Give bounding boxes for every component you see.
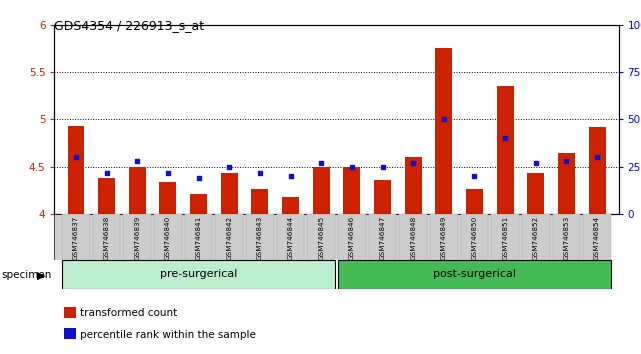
Text: GSM746837: GSM746837	[73, 216, 79, 260]
Text: GSM746843: GSM746843	[257, 216, 263, 260]
Text: GSM746847: GSM746847	[379, 216, 385, 260]
Text: transformed count: transformed count	[80, 308, 178, 318]
Text: percentile rank within the sample: percentile rank within the sample	[80, 330, 256, 339]
Point	[254, 170, 265, 175]
Text: GSM746851: GSM746851	[502, 216, 508, 260]
Text: specimen: specimen	[1, 270, 52, 280]
Point	[285, 173, 296, 179]
Bar	[221, 172, 238, 214]
Text: GSM746839: GSM746839	[134, 216, 140, 260]
Bar	[62, 214, 90, 260]
Point	[592, 155, 603, 160]
Bar	[246, 214, 274, 260]
Point	[347, 164, 357, 170]
Point	[408, 160, 419, 166]
Text: GDS4354 / 226913_s_at: GDS4354 / 226913_s_at	[54, 19, 204, 33]
Bar	[215, 214, 243, 260]
Point	[500, 136, 510, 141]
Text: GSM746852: GSM746852	[533, 216, 539, 260]
Bar	[160, 182, 176, 214]
Bar	[62, 260, 335, 289]
Text: GSM746844: GSM746844	[288, 216, 294, 260]
Bar	[374, 180, 391, 214]
Bar	[93, 214, 121, 260]
Text: GSM746845: GSM746845	[318, 216, 324, 260]
Bar	[313, 167, 329, 214]
Bar	[399, 214, 427, 260]
Bar	[369, 214, 396, 260]
Bar	[466, 189, 483, 214]
Text: GSM746846: GSM746846	[349, 216, 355, 260]
Text: pre-surgerical: pre-surgerical	[160, 269, 237, 279]
Point	[531, 160, 541, 166]
Text: GSM746842: GSM746842	[226, 216, 232, 260]
Point	[378, 164, 388, 170]
Text: GSM746840: GSM746840	[165, 216, 171, 260]
Bar	[528, 172, 544, 214]
Bar	[67, 126, 85, 214]
Point	[132, 158, 142, 164]
Text: GSM746849: GSM746849	[441, 216, 447, 260]
Text: GSM746853: GSM746853	[563, 216, 569, 260]
Text: GSM746850: GSM746850	[472, 216, 478, 260]
Point	[469, 173, 479, 179]
Bar	[308, 214, 335, 260]
Text: GSM746838: GSM746838	[104, 216, 110, 260]
Point	[438, 117, 449, 122]
Bar	[553, 214, 580, 260]
Bar	[338, 214, 365, 260]
Bar	[344, 167, 360, 214]
Bar	[583, 214, 611, 260]
Bar	[124, 214, 151, 260]
Bar	[492, 214, 519, 260]
Point	[71, 155, 81, 160]
Bar	[190, 194, 207, 214]
Point	[562, 158, 572, 164]
Bar	[497, 86, 513, 214]
Point	[194, 175, 204, 181]
Bar	[461, 214, 488, 260]
Text: GSM746848: GSM746848	[410, 216, 416, 260]
Bar	[251, 189, 269, 214]
Point	[163, 170, 173, 175]
Bar	[430, 214, 458, 260]
Point	[101, 170, 112, 175]
Bar	[558, 153, 575, 214]
Bar	[435, 48, 453, 214]
Bar	[185, 214, 212, 260]
Text: GSM746841: GSM746841	[196, 216, 201, 260]
Bar	[129, 167, 146, 214]
Bar	[522, 214, 549, 260]
Bar	[404, 157, 422, 214]
Bar	[338, 260, 611, 289]
Text: GSM746854: GSM746854	[594, 216, 600, 260]
Bar	[282, 197, 299, 214]
Bar	[98, 178, 115, 214]
Text: ▶: ▶	[37, 270, 46, 280]
Bar	[154, 214, 181, 260]
Text: post-surgerical: post-surgerical	[433, 269, 516, 279]
Point	[316, 160, 326, 166]
Bar	[588, 127, 606, 214]
Point	[224, 164, 235, 170]
Bar	[277, 214, 304, 260]
